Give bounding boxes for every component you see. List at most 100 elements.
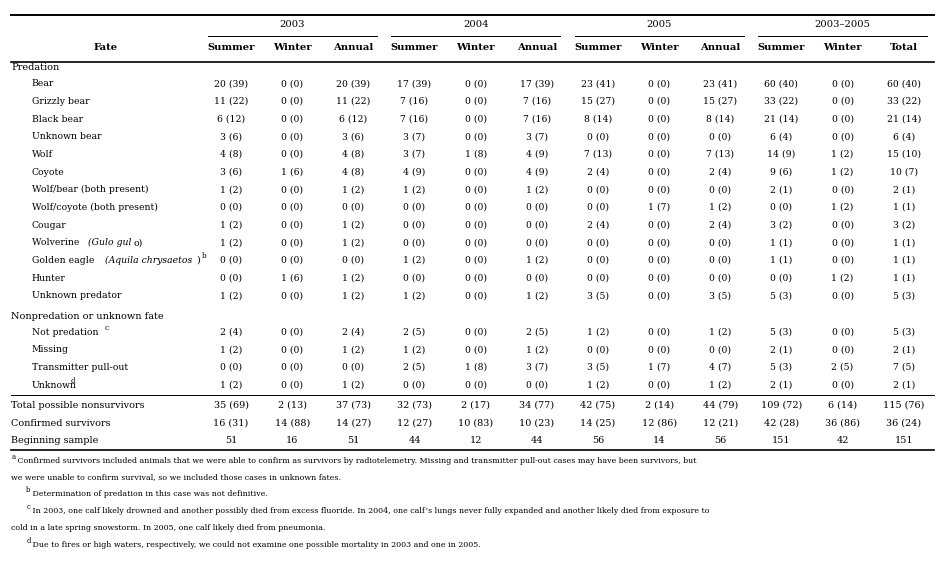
Text: 0 (0): 0 (0) xyxy=(709,345,731,354)
Text: 32 (73): 32 (73) xyxy=(397,401,432,410)
Text: 33 (22): 33 (22) xyxy=(886,97,921,106)
Text: 1 (6): 1 (6) xyxy=(281,274,303,283)
Text: 1 (2): 1 (2) xyxy=(831,168,854,177)
Text: 1 (2): 1 (2) xyxy=(220,291,242,300)
Text: 0 (0): 0 (0) xyxy=(465,274,486,283)
Text: 109 (72): 109 (72) xyxy=(761,401,802,410)
Text: 1 (8): 1 (8) xyxy=(465,150,486,159)
Text: 0 (0): 0 (0) xyxy=(832,97,854,106)
Text: 0 (0): 0 (0) xyxy=(709,274,731,283)
Text: Bear: Bear xyxy=(32,79,54,88)
Text: 0 (0): 0 (0) xyxy=(648,114,670,123)
Text: 14 (9): 14 (9) xyxy=(767,150,795,159)
Text: 20 (39): 20 (39) xyxy=(336,79,370,88)
Text: 1 (1): 1 (1) xyxy=(770,256,793,265)
Text: 2 (4): 2 (4) xyxy=(587,168,609,177)
Text: 0 (0): 0 (0) xyxy=(465,203,486,212)
Text: Summer: Summer xyxy=(208,43,254,52)
Text: 2003–2005: 2003–2005 xyxy=(814,20,870,29)
Text: 0 (0): 0 (0) xyxy=(832,132,854,141)
Text: 4 (9): 4 (9) xyxy=(526,168,548,177)
Text: 36 (24): 36 (24) xyxy=(886,419,921,427)
Text: 7 (16): 7 (16) xyxy=(400,97,428,106)
Text: 0 (0): 0 (0) xyxy=(832,291,854,300)
Text: 1 (2): 1 (2) xyxy=(220,185,242,194)
Text: 4 (8): 4 (8) xyxy=(220,150,242,159)
Text: 0 (0): 0 (0) xyxy=(465,328,486,337)
Text: 7 (13): 7 (13) xyxy=(584,150,612,159)
Text: 1 (1): 1 (1) xyxy=(770,238,793,247)
Text: 0 (0): 0 (0) xyxy=(832,79,854,88)
Text: 0 (0): 0 (0) xyxy=(465,79,486,88)
Text: 2 (17): 2 (17) xyxy=(461,401,490,410)
Text: 23 (41): 23 (41) xyxy=(581,79,615,88)
Text: Golden eagle: Golden eagle xyxy=(32,256,98,265)
Text: 3 (6): 3 (6) xyxy=(220,132,242,141)
Text: 20 (39): 20 (39) xyxy=(214,79,248,88)
Text: 4 (9): 4 (9) xyxy=(404,168,425,177)
Text: Coyote: Coyote xyxy=(32,168,65,177)
Text: 0 (0): 0 (0) xyxy=(220,363,242,372)
Text: 1 (2): 1 (2) xyxy=(342,380,364,389)
Text: 0 (0): 0 (0) xyxy=(465,345,486,354)
Text: 56: 56 xyxy=(592,436,604,445)
Text: Fate: Fate xyxy=(94,43,118,52)
Text: 1 (2): 1 (2) xyxy=(587,328,609,337)
Text: 35 (69): 35 (69) xyxy=(213,401,249,410)
Text: 16: 16 xyxy=(286,436,299,445)
Text: 0 (0): 0 (0) xyxy=(281,328,303,337)
Text: Unknown predator: Unknown predator xyxy=(32,291,121,300)
Text: 0 (0): 0 (0) xyxy=(709,256,731,265)
Text: 0 (0): 0 (0) xyxy=(404,203,425,212)
Text: 12 (21): 12 (21) xyxy=(702,419,738,427)
Text: 33 (22): 33 (22) xyxy=(764,97,798,106)
Text: 2 (5): 2 (5) xyxy=(404,328,425,337)
Text: 1 (2): 1 (2) xyxy=(709,203,731,212)
Text: 0 (0): 0 (0) xyxy=(465,238,486,247)
Text: 0 (0): 0 (0) xyxy=(648,132,670,141)
Text: 0 (0): 0 (0) xyxy=(587,185,609,194)
Text: 44: 44 xyxy=(408,436,421,445)
Text: 5 (3): 5 (3) xyxy=(893,291,915,300)
Text: 0 (0): 0 (0) xyxy=(343,363,364,372)
Text: (Gulo gul: (Gulo gul xyxy=(87,238,131,247)
Text: 0 (0): 0 (0) xyxy=(648,168,670,177)
Text: 2005: 2005 xyxy=(646,20,672,29)
Text: 1 (2): 1 (2) xyxy=(220,345,242,354)
Text: Total: Total xyxy=(890,43,917,52)
Text: 42 (28): 42 (28) xyxy=(763,419,799,427)
Text: 11 (22): 11 (22) xyxy=(214,97,248,106)
Text: Due to fires or high waters, respectively, we could not examine one possible mor: Due to fires or high waters, respectivel… xyxy=(30,541,481,549)
Text: 2 (13): 2 (13) xyxy=(278,401,307,410)
Text: 3 (5): 3 (5) xyxy=(587,291,609,300)
Text: 0 (0): 0 (0) xyxy=(648,328,670,337)
Text: a: a xyxy=(11,453,15,461)
Text: 12: 12 xyxy=(470,436,482,445)
Text: 3 (2): 3 (2) xyxy=(893,220,915,229)
Text: 9 (6): 9 (6) xyxy=(770,168,793,177)
Text: 0 (0): 0 (0) xyxy=(343,203,364,212)
Text: 1 (2): 1 (2) xyxy=(404,345,425,354)
Text: 10 (23): 10 (23) xyxy=(519,419,554,427)
Text: 14 (27): 14 (27) xyxy=(336,419,371,427)
Text: 1 (2): 1 (2) xyxy=(220,220,242,229)
Text: 17 (39): 17 (39) xyxy=(397,79,432,88)
Text: 0 (0): 0 (0) xyxy=(465,220,486,229)
Text: 0 (0): 0 (0) xyxy=(281,150,303,159)
Text: 3 (6): 3 (6) xyxy=(220,168,242,177)
Text: 0 (0): 0 (0) xyxy=(281,132,303,141)
Text: 0 (0): 0 (0) xyxy=(465,380,486,389)
Text: 1 (2): 1 (2) xyxy=(831,203,854,212)
Text: 0 (0): 0 (0) xyxy=(587,132,609,141)
Text: Missing: Missing xyxy=(32,345,69,354)
Text: 0 (0): 0 (0) xyxy=(281,363,303,372)
Text: 1 (7): 1 (7) xyxy=(648,203,670,212)
Text: 0 (0): 0 (0) xyxy=(465,256,486,265)
Text: 0 (0): 0 (0) xyxy=(587,274,609,283)
Text: 42 (75): 42 (75) xyxy=(580,401,616,410)
Text: 1 (2): 1 (2) xyxy=(709,380,731,389)
Text: 0 (0): 0 (0) xyxy=(648,274,670,283)
Text: 21 (14): 21 (14) xyxy=(886,114,921,123)
Text: 2 (4): 2 (4) xyxy=(587,220,609,229)
Text: Summer: Summer xyxy=(575,43,622,52)
